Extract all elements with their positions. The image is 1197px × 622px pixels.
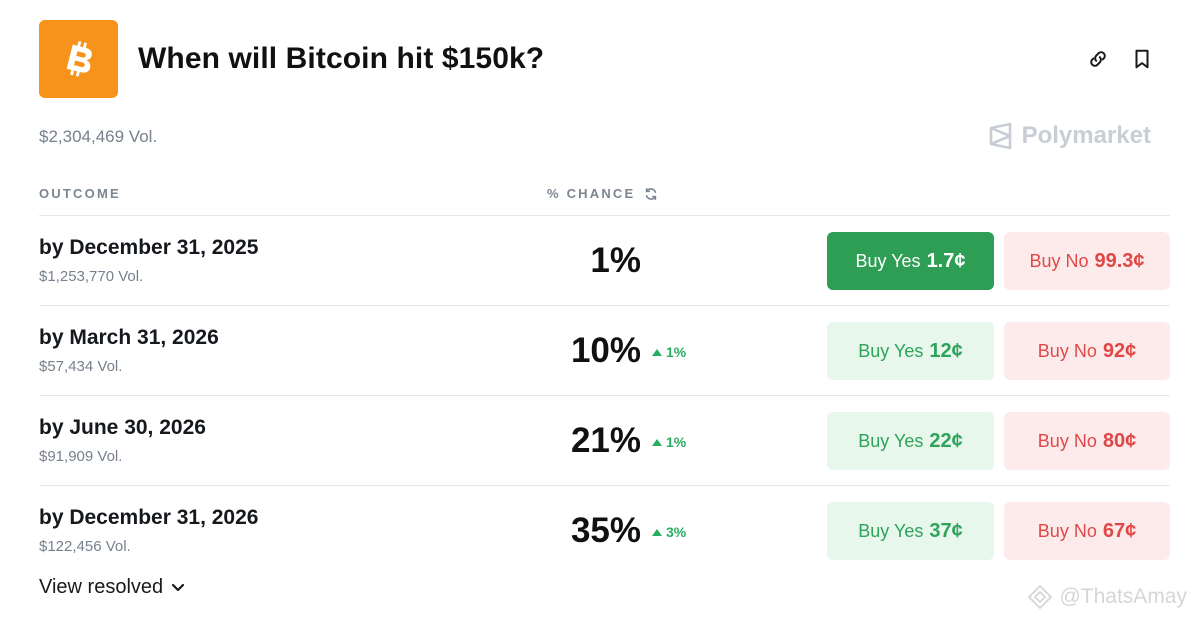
watermark: @ThatsAmay: [1027, 584, 1187, 610]
buy-yes-label: Buy Yes: [855, 250, 921, 271]
buy-yes-button[interactable]: Buy Yes 1.7¢: [827, 232, 994, 290]
view-resolved-label: View resolved: [39, 576, 164, 598]
outcome-volume: $91,909 Vol.: [39, 448, 123, 465]
view-resolved-toggle[interactable]: View resolved: [39, 576, 185, 599]
table-row: by December 31, 2025 $1,253,770 Vol. 1% …: [39, 215, 1170, 305]
market-volume: $2,304,469 Vol.: [39, 127, 158, 146]
buy-yes-label: Buy Yes: [858, 430, 924, 451]
column-header-chance-label: % CHANCE: [547, 186, 636, 201]
outcome-name: by June 30, 2026: [39, 416, 206, 439]
market-title: When will Bitcoin hit $150k?: [138, 42, 545, 75]
buy-no-price: 92¢: [1102, 339, 1137, 362]
outcome-name: by December 31, 2026: [39, 506, 259, 529]
outcome-name: by March 31, 2026: [39, 326, 219, 349]
chance-change-value: 3%: [666, 524, 687, 540]
outcome-volume: $1,253,770 Vol.: [39, 268, 144, 285]
buy-no-button[interactable]: Buy No 92¢: [1004, 322, 1170, 380]
buy-yes-label: Buy Yes: [858, 340, 924, 361]
outcome-volume: $122,456 Vol.: [39, 538, 131, 555]
buy-no-label: Buy No: [1037, 520, 1097, 541]
bookmark-button[interactable]: [1131, 48, 1153, 70]
link-icon: [1090, 51, 1106, 67]
outcome-chance: 35%: [570, 511, 641, 550]
outcome-chance: 10%: [570, 331, 641, 370]
chance-change-value: 1%: [666, 344, 687, 360]
outcome-name: by December 31, 2025: [39, 236, 259, 259]
buy-no-button[interactable]: Buy No 99.3¢: [1004, 232, 1170, 290]
polymarket-icon: [989, 122, 1011, 150]
buy-yes-price: 12¢: [929, 339, 963, 362]
chevron-down-icon: [172, 583, 185, 591]
up-arrow-icon: [652, 438, 662, 446]
outcome-chance: 1%: [590, 241, 641, 280]
buy-no-price: 80¢: [1102, 429, 1137, 452]
outcome-volume: $57,434 Vol.: [39, 358, 123, 375]
buy-yes-price: 22¢: [929, 429, 963, 452]
buy-no-button[interactable]: Buy No 67¢: [1004, 502, 1170, 560]
table-row: by March 31, 2026 $57,434 Vol. 10% 1% Bu…: [39, 305, 1170, 395]
bookmark-icon: [1135, 49, 1149, 69]
up-arrow-icon: [652, 348, 662, 356]
chance-change: 3%: [652, 524, 686, 540]
buy-yes-button[interactable]: Buy Yes 22¢: [827, 412, 994, 470]
header-actions: [1087, 48, 1153, 70]
buy-yes-button[interactable]: Buy Yes 12¢: [827, 322, 994, 380]
watermark-logo-icon: [1028, 584, 1053, 610]
buy-no-price: 67¢: [1102, 519, 1137, 542]
buy-yes-price: 37¢: [929, 519, 963, 542]
outcome-chance: 21%: [570, 421, 641, 460]
chance-change: 1%: [652, 344, 686, 360]
outcome-table: by December 31, 2025 $1,253,770 Vol. 1% …: [39, 215, 1170, 575]
buy-no-label: Buy No: [1037, 430, 1097, 451]
chance-change-value: 1%: [666, 434, 687, 450]
up-arrow-icon: [652, 528, 662, 536]
bitcoin-icon: [66, 41, 92, 77]
brand-name: Polymarket: [1021, 122, 1151, 149]
chance-change: 1%: [652, 434, 686, 450]
table-row: by June 30, 2026 $91,909 Vol. 21% 1% Buy…: [39, 395, 1170, 485]
column-header-outcome: OUTCOME: [39, 186, 121, 201]
buy-yes-label: Buy Yes: [858, 520, 924, 541]
column-header-chance: % CHANCE: [547, 186, 658, 201]
refresh-icon[interactable]: [644, 187, 658, 201]
buy-yes-button[interactable]: Buy Yes 37¢: [827, 502, 994, 560]
buy-no-button[interactable]: Buy No 80¢: [1004, 412, 1170, 470]
buy-no-price: 99.3¢: [1094, 249, 1145, 272]
market-header: When will Bitcoin hit $150k?: [39, 20, 1167, 98]
table-row: by December 31, 2026 $122,456 Vol. 35% 3…: [39, 485, 1170, 575]
buy-no-label: Buy No: [1029, 250, 1089, 271]
buy-no-label: Buy No: [1037, 340, 1097, 361]
brand-logo: Polymarket: [988, 122, 1151, 150]
buy-yes-price: 1.7¢: [926, 249, 966, 272]
market-logo: [39, 20, 118, 98]
watermark-text: @ThatsAmay: [1059, 585, 1187, 608]
copy-link-button[interactable]: [1087, 48, 1109, 70]
